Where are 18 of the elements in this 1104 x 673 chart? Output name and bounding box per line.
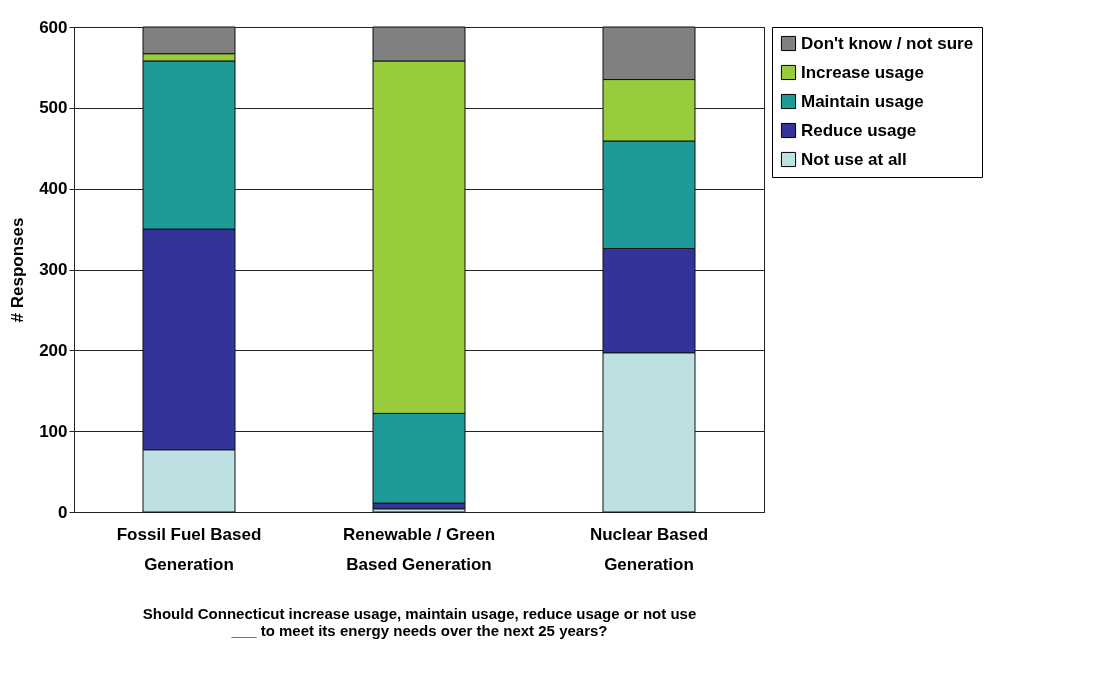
legend-label: Reduce usage bbox=[801, 120, 917, 140]
bar bbox=[372, 508, 466, 513]
y-tick-label: 300 bbox=[39, 260, 68, 279]
y-tick-label: 0 bbox=[58, 502, 68, 522]
y-axis-title: # Responses bbox=[8, 217, 28, 323]
y-tick-label: 200 bbox=[39, 340, 68, 360]
y-tick-label: 400 bbox=[39, 179, 68, 199]
legend-label: Maintain usage bbox=[801, 91, 924, 111]
y-tick-label: 500 bbox=[39, 98, 68, 118]
legend-label: Not use at all bbox=[801, 149, 907, 169]
legend-label: Increase usage bbox=[801, 62, 924, 82]
x-tick-label: Fossil Fuel Based Generation bbox=[116, 524, 262, 574]
x-axis-title: Should Connecticut increase usage, maintain usage, reduce usage or not use ___ to meet its energy needs over the next 25 years? bbox=[142, 604, 697, 639]
x-tick-label: Nuclear Based Generation bbox=[589, 524, 709, 574]
y-tick-label: 100 bbox=[39, 421, 68, 441]
x-tick-label: Renewable / Green Based Generation bbox=[342, 524, 496, 574]
y-tick-label: 600 bbox=[39, 17, 68, 37]
legend-label: Don't know / not sure bbox=[801, 33, 974, 53]
